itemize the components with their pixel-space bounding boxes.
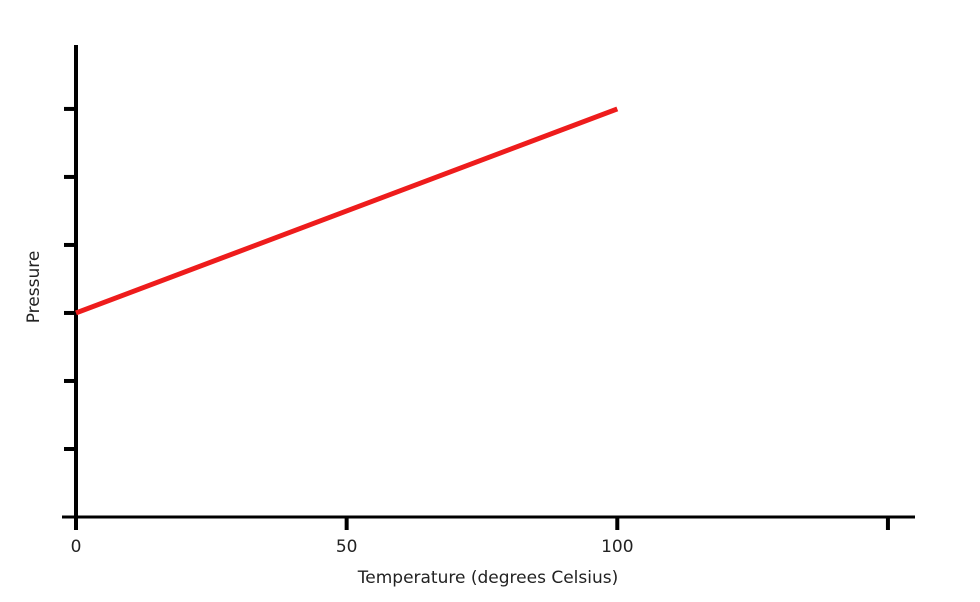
y-axis-label: Pressure [24,251,44,324]
x-tick-label: 100 [601,537,633,557]
x-axis-label: Temperature (degrees Celsius) [357,568,618,588]
data-line [75,106,619,316]
x-tick-label: 0 [71,537,82,557]
x-tick-label: 50 [336,537,358,557]
